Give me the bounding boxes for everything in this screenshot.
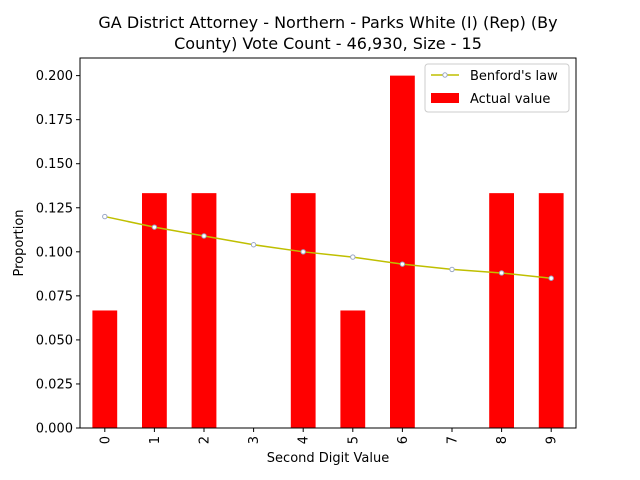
benford-point-2 — [201, 233, 207, 239]
bar-digit-6 — [390, 75, 415, 428]
benford-line-layer — [102, 213, 554, 281]
y-tick-label: 0.050 — [36, 333, 73, 348]
x-tick-label: 1 — [148, 436, 163, 444]
legend-benford-label: Benford's law — [470, 69, 558, 84]
x-tick-label: 4 — [297, 436, 312, 444]
y-tick-label: 0.100 — [36, 245, 73, 260]
y-tick-label: 0.175 — [36, 113, 73, 128]
legend-benford-marker — [442, 72, 448, 78]
x-tick-label: 6 — [396, 436, 411, 444]
x-axis-ticks: 0 1 2 3 4 5 6 7 8 9 — [98, 428, 560, 444]
benford-line — [104, 215, 552, 279]
benford-point-8 — [498, 270, 505, 276]
bars-layer — [92, 75, 564, 428]
bar-digit-4 — [290, 193, 316, 428]
bar-digit-5 — [340, 310, 366, 428]
chart-title-line-1: GA District Attorney - Northern - Parks … — [98, 13, 557, 32]
benford-point-3 — [250, 242, 257, 248]
y-tick-label: 0.000 — [36, 422, 73, 437]
y-tick-label: 0.150 — [36, 157, 73, 172]
bar-digit-8 — [489, 193, 514, 428]
legend-actual-label: Actual value — [470, 92, 550, 107]
y-tick-label: 0.200 — [36, 69, 73, 84]
benford-point-7 — [449, 266, 455, 273]
x-tick-label: 7 — [446, 436, 461, 444]
x-tick-label: 3 — [247, 436, 262, 444]
benford-point-9 — [548, 275, 554, 281]
bar-digit-9 — [538, 193, 564, 428]
x-tick-label: 0 — [98, 436, 113, 444]
bar-digit-2 — [191, 193, 217, 428]
legend: Benford's law Actual value — [424, 63, 570, 113]
y-axis-ticks: 0.000 0.025 0.050 0.075 0.100 0.125 0.150 0.175… — [36, 69, 80, 437]
benford-point-6 — [399, 261, 406, 267]
bar-digit-1 — [142, 193, 167, 428]
benford-point-1 — [151, 224, 158, 230]
bar-digit-0 — [92, 310, 118, 428]
benford-point-0 — [102, 213, 108, 220]
x-tick-label: 2 — [198, 436, 213, 444]
benford-point-4 — [300, 249, 306, 255]
benford-point-5 — [350, 254, 356, 260]
y-tick-label: 0.125 — [36, 201, 73, 216]
x-tick-label: 5 — [346, 436, 361, 444]
x-tick-label: 8 — [495, 436, 510, 444]
x-tick-label: 9 — [545, 436, 560, 444]
y-axis-label: Proportion — [12, 209, 27, 276]
legend-box — [424, 63, 570, 113]
chart-title-line-2: County) Vote Count - 46,930, Size - 15 — [174, 34, 482, 53]
legend-actual-swatch — [431, 93, 459, 103]
y-tick-label: 0.075 — [36, 289, 73, 304]
y-tick-label: 0.025 — [36, 377, 73, 392]
plot-area-frame — [79, 57, 577, 429]
x-axis-label: Second Digit Value — [267, 451, 389, 466]
